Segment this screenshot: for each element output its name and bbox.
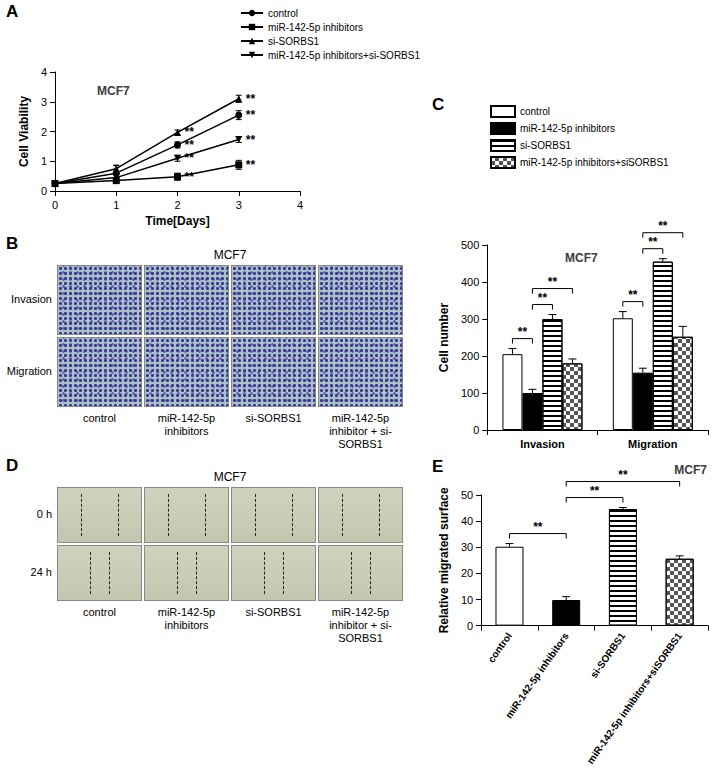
svg-text:**: ** bbox=[648, 235, 658, 249]
html-text:MCF7: MCF7 bbox=[213, 248, 247, 262]
svg-text:**: ** bbox=[538, 291, 548, 305]
html-text:D: D bbox=[6, 456, 19, 475]
html-text:control: control bbox=[83, 606, 116, 618]
svg-text:si-SORBS1: si-SORBS1 bbox=[588, 630, 628, 680]
svg-text:1: 1 bbox=[113, 199, 119, 211]
svg-text:200: 200 bbox=[461, 350, 479, 362]
svg-text:control: control bbox=[486, 630, 515, 664]
svg-text:MCF7: MCF7 bbox=[674, 463, 707, 477]
svg-text:miR-142-5p inhibitors: miR-142-5p inhibitors bbox=[503, 630, 571, 720]
svg-text:**: ** bbox=[628, 288, 638, 302]
svg-text:miR-142-5p inhibitors+siSORBS1: miR-142-5p inhibitors+siSORBS1 bbox=[520, 157, 669, 168]
svg-text:20: 20 bbox=[461, 567, 473, 579]
html-text:E: E bbox=[432, 457, 444, 476]
html-text:Invasion: Invasion bbox=[11, 293, 52, 305]
svg-text:**: ** bbox=[246, 92, 256, 106]
svg-text:Cell Viability: Cell Viability bbox=[17, 96, 31, 167]
svg-text:Invasion: Invasion bbox=[520, 438, 565, 450]
html-text:Migration: Migration bbox=[6, 365, 52, 377]
svg-text:500: 500 bbox=[461, 239, 479, 251]
svg-text:3: 3 bbox=[236, 199, 242, 211]
svg-text:Time[Days]: Time[Days] bbox=[145, 214, 209, 228]
svg-text:3: 3 bbox=[41, 96, 47, 108]
svg-text:**: ** bbox=[518, 325, 528, 339]
svg-text:**: ** bbox=[185, 138, 195, 152]
html-text:si-SORBS1: si-SORBS1 bbox=[245, 412, 302, 424]
svg-text:**: ** bbox=[185, 170, 195, 184]
svg-text:Relative migrated surface: Relative migrated surface bbox=[437, 487, 451, 633]
svg-text:0: 0 bbox=[467, 620, 473, 632]
svg-text:**: ** bbox=[533, 520, 543, 534]
svg-text:MCF7: MCF7 bbox=[565, 251, 598, 265]
svg-text:0: 0 bbox=[52, 199, 58, 211]
svg-text:**: ** bbox=[590, 484, 600, 498]
svg-text:10: 10 bbox=[461, 594, 473, 606]
svg-text:1: 1 bbox=[41, 155, 47, 167]
svg-text:**: ** bbox=[548, 275, 558, 289]
svg-text:**: ** bbox=[658, 219, 668, 233]
svg-text:si-SORBS1: si-SORBS1 bbox=[520, 140, 572, 151]
html-text:si-SORBS1: si-SORBS1 bbox=[245, 606, 302, 618]
svg-text:2: 2 bbox=[174, 199, 180, 211]
html-text:miR-142-5p inhibitors: miR-142-5p inhibitors bbox=[157, 412, 216, 437]
svg-text:50: 50 bbox=[461, 489, 473, 501]
svg-text:**: ** bbox=[246, 133, 256, 147]
svg-text:**: ** bbox=[618, 468, 628, 482]
svg-text:MCF7: MCF7 bbox=[97, 84, 130, 98]
svg-text:0: 0 bbox=[473, 424, 479, 436]
html-text:B: B bbox=[6, 234, 19, 253]
svg-text:4: 4 bbox=[41, 66, 47, 78]
html-text:miR-142-5p inhibitor + si-SORB: miR-142-5p inhibitor + si-SORBS1 bbox=[329, 606, 392, 644]
svg-text:control: control bbox=[520, 106, 550, 117]
html-text:0 h: 0 h bbox=[36, 508, 52, 520]
svg-text:30: 30 bbox=[461, 541, 473, 553]
html-text:control: control bbox=[83, 412, 116, 424]
svg-text:miR-142-5p inhibitors+si-SORBS: miR-142-5p inhibitors+si-SORBS1 bbox=[268, 50, 420, 61]
svg-text:**: ** bbox=[246, 108, 256, 122]
svg-text:0: 0 bbox=[41, 185, 47, 197]
svg-text:miR-142-5p inhibitors+siSORBS1: miR-142-5p inhibitors+siSORBS1 bbox=[585, 630, 685, 766]
svg-text:400: 400 bbox=[461, 276, 479, 288]
html-text:A: A bbox=[6, 2, 19, 21]
html-text:miR-142-5p inhibitor + si-SORB: miR-142-5p inhibitor + si-SORBS1 bbox=[329, 412, 392, 450]
svg-text:miR-142-5p inhibitors: miR-142-5p inhibitors bbox=[520, 123, 615, 134]
svg-text:si-SORBS1: si-SORBS1 bbox=[268, 36, 320, 47]
svg-text:100: 100 bbox=[461, 387, 479, 399]
html-text:24 h: 24 h bbox=[30, 566, 52, 578]
html-text:MCF7: MCF7 bbox=[213, 470, 247, 484]
svg-text:4: 4 bbox=[297, 199, 303, 211]
svg-text:Migration: Migration bbox=[628, 438, 678, 450]
svg-text:**: ** bbox=[185, 151, 195, 165]
svg-text:miR-142-5p inhibitors: miR-142-5p inhibitors bbox=[268, 22, 363, 33]
svg-text:2: 2 bbox=[41, 126, 47, 138]
html-text:C: C bbox=[432, 95, 445, 114]
svg-text:**: ** bbox=[246, 158, 256, 172]
svg-text:40: 40 bbox=[461, 515, 473, 527]
svg-text:control: control bbox=[268, 8, 298, 19]
svg-text:300: 300 bbox=[461, 313, 479, 325]
svg-text:**: ** bbox=[185, 125, 195, 139]
svg-text:Cell number: Cell number bbox=[437, 303, 451, 373]
html-text:miR-142-5p inhibitors: miR-142-5p inhibitors bbox=[157, 606, 216, 631]
